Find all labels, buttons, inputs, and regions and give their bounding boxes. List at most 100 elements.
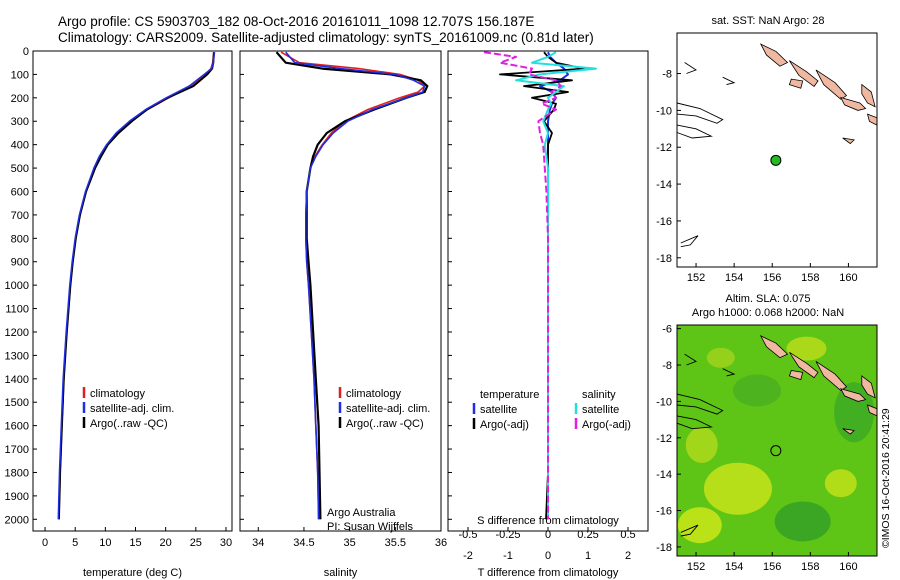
sst-map-island [861,83,876,108]
sla-map-coastline [676,393,724,415]
x-tick-label: 35.5 [385,537,406,549]
sst-map-coastline [722,76,736,86]
x-tick-label: 152 [687,272,705,284]
sla-map-island [861,375,876,399]
legend-header: salinity [582,389,616,401]
legend-label: Argo(-adj) [582,419,631,431]
x-tick-label: 152 [687,561,705,573]
sst-map-island [788,78,804,89]
s-difference-axis-label: S difference from climatology [477,515,619,527]
y-tick-label: 600 [11,186,29,198]
sst-map-island [842,137,855,145]
x2-tick-label: 0.5 [620,529,635,541]
salinity-axis-label: salinity [324,567,358,579]
x-tick-label: 34 [252,537,264,549]
sla-map-subtitle: Argo h1000: 0.068 h2000: NaN [692,307,844,319]
y-tick-label: -10 [656,396,672,408]
x-tick-label: 10 [99,537,111,549]
sst-map-float-marker [770,154,782,166]
y-tick-label: 1200 [5,327,29,339]
sla-map-island [759,335,789,359]
sla-map-sla-patch [706,347,735,368]
x-tick-label: 0 [545,550,551,562]
x-tick-label: 5 [72,537,78,549]
s-diff-argo-line [483,51,562,520]
annotation-line: Argo Australia [327,507,396,519]
y-tick-label: 200 [11,93,29,105]
sst-map-coastline [680,235,699,248]
sla-map-island [840,388,867,402]
y-tick-label: -8 [662,69,672,81]
x-tick-label: 160 [839,272,857,284]
salinity-climatology-line [280,51,426,520]
salinity-satellite-line [285,51,426,520]
x-tick-label: 154 [725,561,743,573]
profile-title: Argo profile: CS 5903703_182 08-Oct-2016… [58,14,535,29]
temperature-argo-line [57,52,215,520]
x2-tick-label: -0.5 [459,529,478,541]
x-tick-label: 154 [725,272,743,284]
y-tick-label: 800 [11,233,29,245]
y-tick-label: 1700 [5,444,29,456]
x-tick-label: 1 [585,550,591,562]
t-diff-argo-line [499,51,585,520]
y-tick-label: 1100 [5,304,29,316]
x-tick-label: 160 [839,561,857,573]
sla-map-sla-patch [677,507,722,544]
legend-label: satellite [480,404,517,416]
legend-label: satellite [582,404,619,416]
y-tick-label: -12 [656,142,672,154]
sla-map-sla-patch [786,336,827,361]
annotation-line: PI: Susan Wijffels [327,521,413,533]
copyright-stamp: ©IMOS 16-Oct-2016 20:41:29 [880,408,892,548]
sst-map-island [840,96,867,111]
y-tick-label: -18 [656,253,672,265]
x-tick-label: 25 [190,537,202,549]
sst-map-coastline [684,62,697,74]
y-tick-label: 100 [11,69,29,81]
y-tick-label: 500 [11,163,29,175]
y-tick-label: -6 [662,324,672,336]
x-tick-label: 156 [763,272,781,284]
x2-tick-label: 0.25 [577,529,598,541]
sst-map-island [789,60,819,87]
x-tick-label: -2 [463,550,473,562]
x-tick-label: 0 [42,537,48,549]
salinity-argo-line [275,51,429,520]
x-tick-label: 158 [801,561,819,573]
y-tick-label: -10 [656,105,672,117]
sla-map-sla-patch [774,501,831,542]
x-tick-label: 34.5 [293,537,314,549]
x-tick-label: -1 [503,550,513,562]
y-tick-label: 1800 [5,467,29,479]
legend-label: satellite-adj. clim. [346,403,430,415]
s-diff-satellite-line [515,51,597,520]
x-tick-label: 15 [129,537,141,549]
sst-map-title: sat. SST: NaN Argo: 28 [711,15,824,27]
sla-map-sla-patch [824,469,857,498]
sla-map-island [789,351,819,379]
sst-map-coastline [676,102,724,124]
x-tick-label: 158 [801,272,819,284]
sla-map-island [815,361,848,391]
sla-map-float-marker [770,445,782,457]
sla-map-frame [676,324,878,557]
legend-header: temperature [480,389,539,401]
y-tick-label: -14 [656,469,672,481]
x-tick-label: 36 [435,537,447,549]
sla-map-sla-patch [703,462,772,515]
legend-label: climatology [90,388,146,400]
temperature-panel-frame [32,50,233,532]
temperature-axis-label: temperature (deg C) [83,567,182,579]
sla-map-sla-patch [834,382,875,443]
sla-map-island [842,428,855,435]
y-tick-label: -8 [662,360,672,372]
sla-map-coastline [684,353,697,366]
y-tick-label: -16 [656,216,672,228]
legend-label: Argo(..raw -QC) [90,418,168,430]
sla-map-title: Altim. SLA: 0.075 [726,293,811,305]
sla-map-coastline [680,524,699,537]
legend-label: Argo(-adj) [480,419,529,431]
sla-map-coastline [676,415,713,430]
